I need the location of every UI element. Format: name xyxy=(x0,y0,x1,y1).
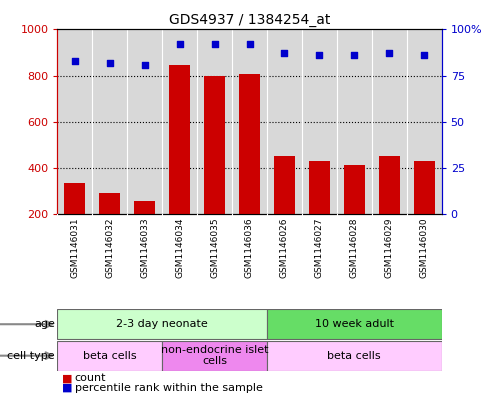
Text: GSM1146030: GSM1146030 xyxy=(420,217,429,277)
Bar xyxy=(57,309,267,339)
Text: GSM1146032: GSM1146032 xyxy=(105,217,114,277)
Bar xyxy=(379,156,400,214)
Bar xyxy=(134,202,155,214)
Bar xyxy=(162,341,267,371)
Text: 10 week adult: 10 week adult xyxy=(315,319,394,329)
Text: percentile rank within the sample: percentile rank within the sample xyxy=(75,383,263,393)
Point xyxy=(176,41,184,48)
Text: age: age xyxy=(34,319,55,329)
Text: non-endocrine islet
cells: non-endocrine islet cells xyxy=(161,345,268,366)
Text: GSM1146028: GSM1146028 xyxy=(350,217,359,277)
Point xyxy=(315,52,323,59)
Point xyxy=(385,50,393,57)
Point xyxy=(420,52,428,59)
Title: GDS4937 / 1384254_at: GDS4937 / 1384254_at xyxy=(169,13,330,27)
Text: GSM1146029: GSM1146029 xyxy=(385,217,394,277)
Bar xyxy=(169,65,190,214)
Text: beta cells: beta cells xyxy=(83,351,137,361)
Text: GSM1146035: GSM1146035 xyxy=(210,217,219,277)
Bar xyxy=(267,341,442,371)
Point xyxy=(211,41,219,48)
Bar xyxy=(309,161,330,214)
Text: GSM1146036: GSM1146036 xyxy=(245,217,254,277)
Text: GSM1146031: GSM1146031 xyxy=(70,217,79,277)
Bar xyxy=(239,75,260,214)
Bar xyxy=(267,309,442,339)
Text: cell type: cell type xyxy=(7,351,55,361)
Text: GSM1146034: GSM1146034 xyxy=(175,217,184,277)
Bar xyxy=(64,183,85,214)
Text: GSM1146033: GSM1146033 xyxy=(140,217,149,277)
Bar xyxy=(344,165,365,214)
Point xyxy=(280,50,288,57)
Bar xyxy=(274,156,295,214)
Text: ■: ■ xyxy=(62,383,73,393)
Text: GSM1146027: GSM1146027 xyxy=(315,217,324,277)
Bar xyxy=(414,161,435,214)
Point xyxy=(141,61,149,68)
Point xyxy=(71,58,79,64)
Bar xyxy=(57,341,162,371)
Point xyxy=(246,41,253,48)
Text: count: count xyxy=(75,373,106,384)
Text: beta cells: beta cells xyxy=(327,351,381,361)
Bar xyxy=(99,193,120,214)
Text: GSM1146026: GSM1146026 xyxy=(280,217,289,277)
Text: 2-3 day neonate: 2-3 day neonate xyxy=(116,319,208,329)
Point xyxy=(350,52,358,59)
Bar xyxy=(204,75,225,214)
Text: ■: ■ xyxy=(62,373,73,384)
Point xyxy=(106,60,114,66)
